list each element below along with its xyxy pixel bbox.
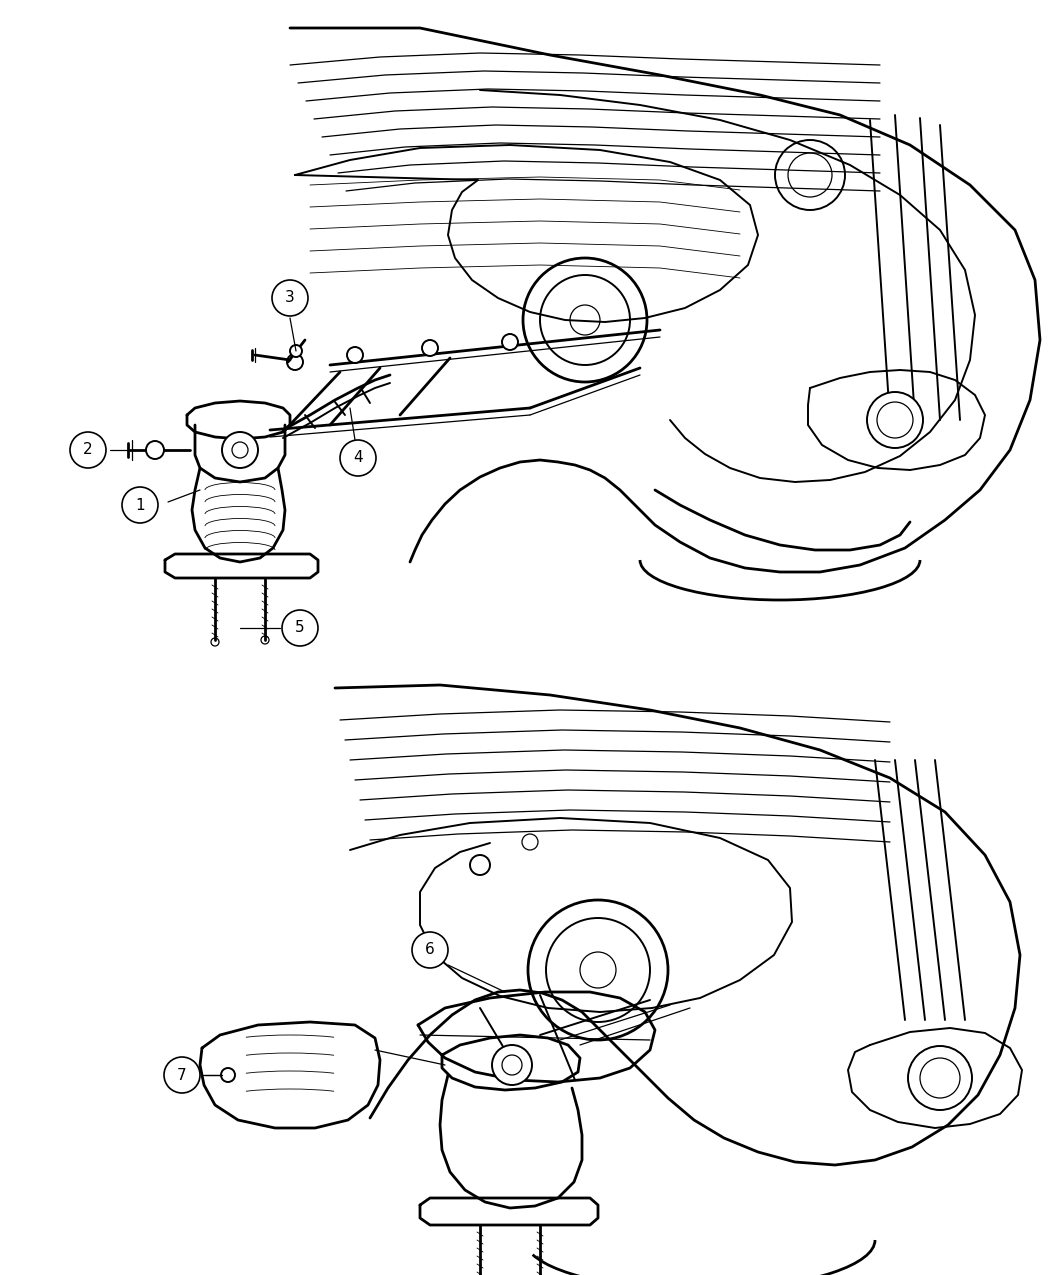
Circle shape <box>340 440 376 476</box>
Text: 5: 5 <box>295 621 304 635</box>
Circle shape <box>282 609 318 646</box>
Circle shape <box>346 347 363 363</box>
Circle shape <box>122 487 158 523</box>
Circle shape <box>232 442 248 458</box>
Circle shape <box>272 280 308 316</box>
Text: 6: 6 <box>425 942 435 958</box>
Circle shape <box>412 932 448 968</box>
Circle shape <box>287 354 303 370</box>
Circle shape <box>220 1068 235 1082</box>
Text: 4: 4 <box>353 450 363 465</box>
Circle shape <box>422 340 438 356</box>
Text: 2: 2 <box>83 442 92 458</box>
Text: 1: 1 <box>135 497 145 513</box>
Circle shape <box>222 432 258 468</box>
Circle shape <box>492 1046 532 1085</box>
Circle shape <box>146 441 164 459</box>
Circle shape <box>164 1057 200 1093</box>
Text: 3: 3 <box>286 291 295 306</box>
Circle shape <box>290 346 302 357</box>
Circle shape <box>70 432 106 468</box>
Circle shape <box>470 856 490 875</box>
Circle shape <box>502 334 518 351</box>
Text: 7: 7 <box>177 1067 187 1082</box>
Circle shape <box>908 1046 972 1111</box>
Circle shape <box>867 391 923 448</box>
